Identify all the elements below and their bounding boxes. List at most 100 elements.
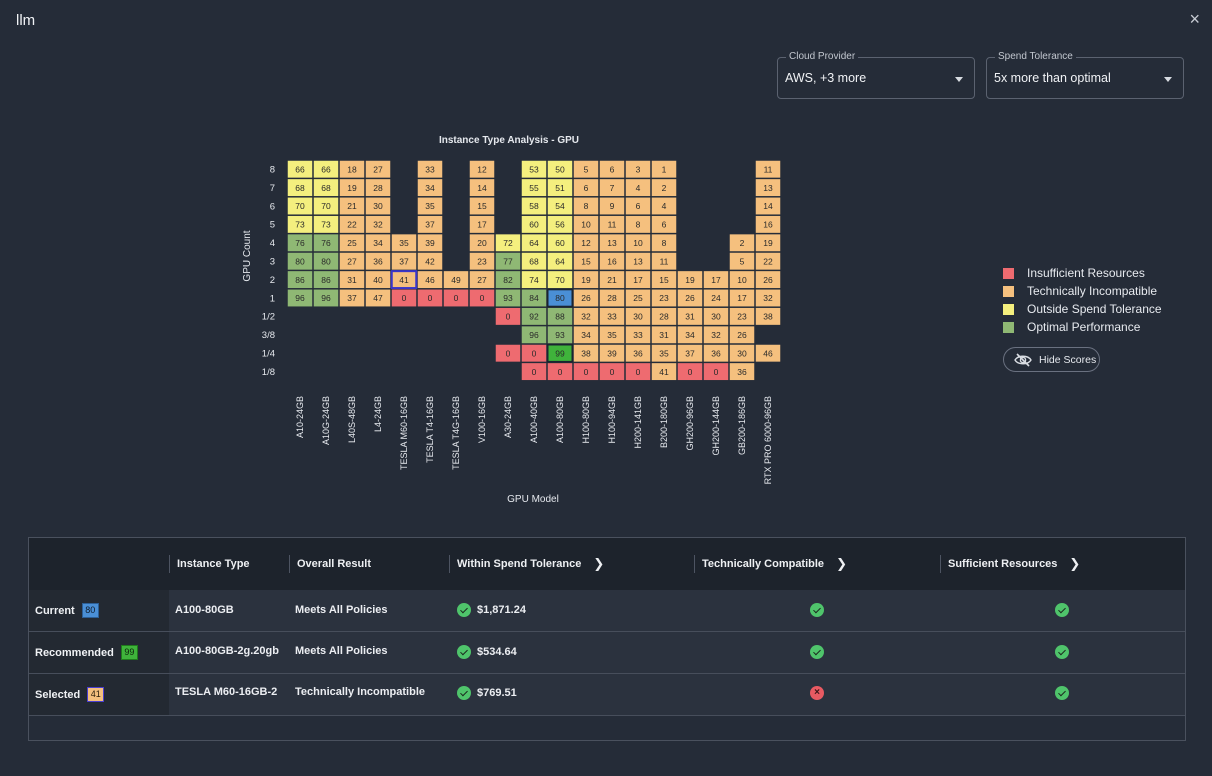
heatmap-cell[interactable]: [365, 271, 391, 289]
heatmap-cell[interactable]: [651, 197, 677, 215]
heatmap-cell[interactable]: [677, 271, 703, 289]
heatmap-cell[interactable]: [755, 234, 781, 252]
heatmap-cell[interactable]: [495, 234, 521, 252]
heatmap-cell[interactable]: [599, 160, 625, 178]
heatmap-cell[interactable]: [573, 179, 599, 197]
heatmap-cell[interactable]: [599, 215, 625, 233]
heatmap-cell[interactable]: [651, 307, 677, 325]
heatmap-cell[interactable]: [599, 326, 625, 344]
heatmap-cell[interactable]: [729, 344, 755, 362]
heatmap-cell[interactable]: [703, 289, 729, 307]
heatmap-cell[interactable]: [313, 215, 339, 233]
heatmap-cell[interactable]: [469, 289, 495, 307]
heatmap-cell[interactable]: [651, 252, 677, 270]
heatmap-cell[interactable]: [313, 197, 339, 215]
heatmap-cell[interactable]: [599, 289, 625, 307]
hide-scores-button[interactable]: Hide Scores: [1003, 347, 1100, 372]
heatmap-cell[interactable]: [703, 344, 729, 362]
header-technically-compatible[interactable]: Technically Compatible ❯: [694, 538, 847, 590]
heatmap-cell[interactable]: [339, 271, 365, 289]
heatmap-cell[interactable]: [625, 179, 651, 197]
heatmap-cell[interactable]: [521, 160, 547, 178]
heatmap-cell[interactable]: [469, 271, 495, 289]
heatmap-cell[interactable]: [469, 197, 495, 215]
heatmap-cell[interactable]: [599, 197, 625, 215]
heatmap-cell[interactable]: [651, 363, 677, 381]
heatmap-cell[interactable]: [287, 215, 313, 233]
heatmap-cell[interactable]: [365, 179, 391, 197]
heatmap-cell[interactable]: [287, 179, 313, 197]
heatmap-cell[interactable]: [391, 252, 417, 270]
heatmap-cell[interactable]: [365, 252, 391, 270]
heatmap-cell[interactable]: [287, 289, 313, 307]
heatmap-cell[interactable]: [599, 234, 625, 252]
chevron-right-icon[interactable]: ❯: [836, 556, 847, 571]
heatmap-cell[interactable]: [677, 326, 703, 344]
heatmap-cell[interactable]: [313, 160, 339, 178]
heatmap-cell[interactable]: [547, 344, 573, 363]
heatmap-cell[interactable]: [755, 252, 781, 270]
heatmap-cell[interactable]: [677, 363, 703, 381]
heatmap-cell[interactable]: [313, 289, 339, 307]
heatmap-cell[interactable]: [677, 289, 703, 307]
table-row[interactable]: Selected 41 TESLA M60-16GB-2 Technically …: [29, 674, 1185, 716]
heatmap-cell[interactable]: [339, 197, 365, 215]
heatmap-cell[interactable]: [547, 363, 573, 381]
heatmap-cell[interactable]: [391, 289, 417, 307]
heatmap-cell[interactable]: [417, 197, 443, 215]
chevron-right-icon[interactable]: ❯: [593, 556, 605, 571]
heatmap-cell[interactable]: [755, 307, 781, 325]
heatmap-cell[interactable]: [521, 234, 547, 252]
heatmap-cell[interactable]: [729, 326, 755, 344]
heatmap-cell[interactable]: [573, 215, 599, 233]
heatmap-cell[interactable]: [521, 215, 547, 233]
heatmap-cell[interactable]: [417, 234, 443, 252]
heatmap-cell[interactable]: [729, 289, 755, 307]
heatmap-cell[interactable]: [573, 234, 599, 252]
heatmap-cell[interactable]: [755, 160, 781, 178]
heatmap-cell[interactable]: [339, 252, 365, 270]
heatmap-cell[interactable]: [573, 326, 599, 344]
heatmap-cell[interactable]: [547, 160, 573, 178]
heatmap-cell[interactable]: [599, 271, 625, 289]
heatmap-cell[interactable]: [625, 271, 651, 289]
heatmap-cell[interactable]: [651, 344, 677, 362]
heatmap-cell[interactable]: [339, 289, 365, 307]
cloud-provider-select[interactable]: Cloud Provider AWS, +3 more: [777, 50, 975, 99]
heatmap-cell[interactable]: [573, 271, 599, 289]
heatmap-cell[interactable]: [521, 344, 547, 362]
heatmap-cell[interactable]: [287, 271, 313, 289]
heatmap-cell[interactable]: [469, 179, 495, 197]
heatmap-cell[interactable]: [573, 363, 599, 381]
header-within-spend-tolerance[interactable]: Within Spend Tolerance ❯: [449, 538, 604, 590]
heatmap-cell[interactable]: [599, 344, 625, 362]
heatmap-cell[interactable]: [495, 344, 521, 362]
heatmap-cell[interactable]: [625, 160, 651, 178]
heatmap-cell[interactable]: [469, 160, 495, 178]
heatmap-cell[interactable]: [755, 289, 781, 307]
heatmap-cell[interactable]: [573, 344, 599, 362]
heatmap-cell[interactable]: [339, 234, 365, 252]
heatmap-cell[interactable]: [573, 197, 599, 215]
heatmap-cell[interactable]: [755, 197, 781, 215]
heatmap-cell[interactable]: [417, 215, 443, 233]
heatmap-cell[interactable]: [313, 252, 339, 270]
heatmap-cell[interactable]: [495, 289, 521, 307]
heatmap-cell[interactable]: [417, 289, 443, 307]
heatmap-cell[interactable]: [521, 363, 547, 381]
heatmap-cell[interactable]: [469, 215, 495, 233]
heatmap-cell[interactable]: [703, 271, 729, 289]
heatmap-cell[interactable]: [677, 307, 703, 325]
heatmap-cell[interactable]: [521, 252, 547, 270]
heatmap-cell[interactable]: [703, 363, 729, 381]
heatmap-cell[interactable]: [729, 271, 755, 289]
heatmap-cell[interactable]: [755, 179, 781, 197]
heatmap-cell[interactable]: [729, 252, 755, 270]
spend-tolerance-select[interactable]: Spend Tolerance 5x more than optimal: [986, 50, 1184, 99]
heatmap-cell[interactable]: [287, 197, 313, 215]
heatmap-cell[interactable]: [703, 326, 729, 344]
heatmap-cell[interactable]: [625, 197, 651, 215]
heatmap-cell[interactable]: [599, 179, 625, 197]
heatmap-cell[interactable]: [625, 363, 651, 381]
heatmap-cell[interactable]: [755, 271, 781, 289]
